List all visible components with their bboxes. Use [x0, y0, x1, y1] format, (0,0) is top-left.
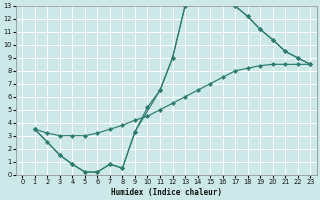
X-axis label: Humidex (Indice chaleur): Humidex (Indice chaleur)	[111, 188, 222, 197]
